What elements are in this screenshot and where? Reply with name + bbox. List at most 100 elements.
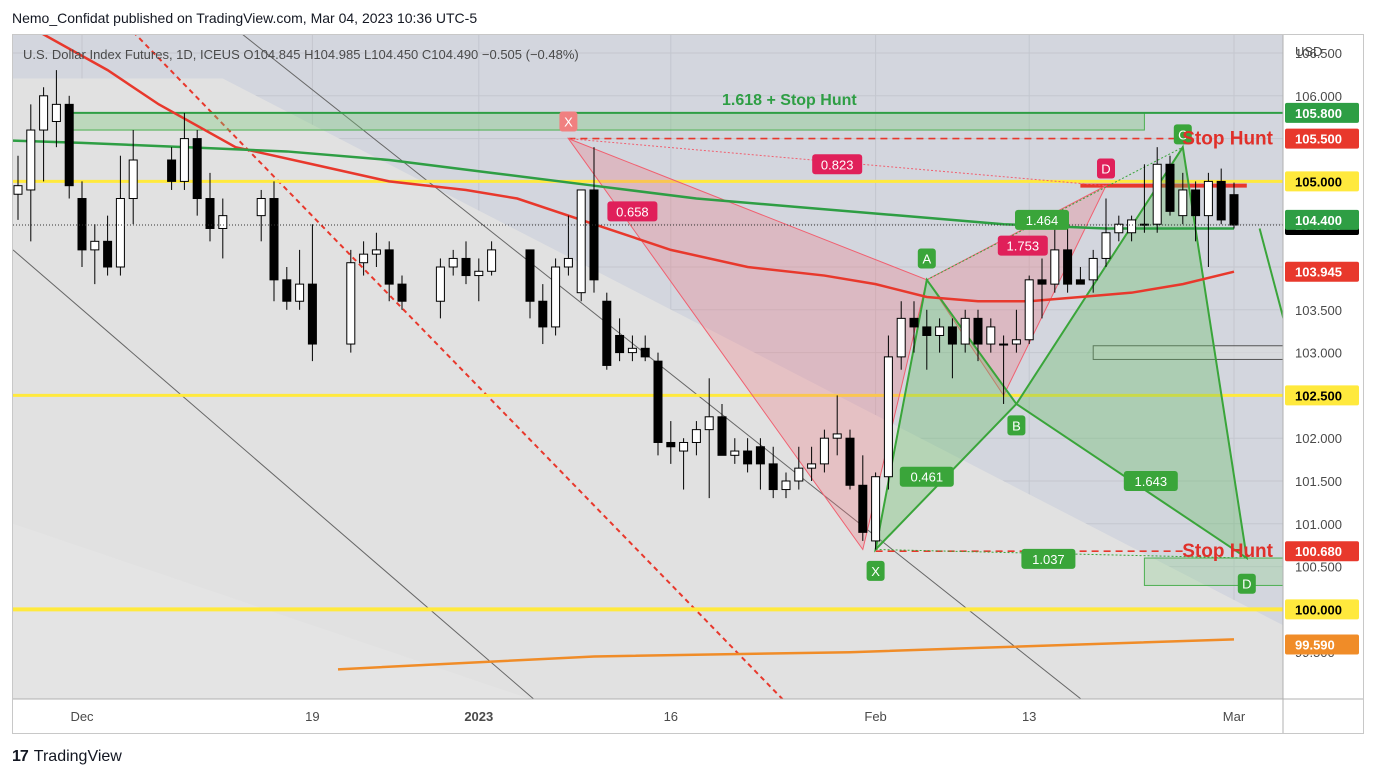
- projection-arrow: [1258, 228, 1283, 321]
- candle-body: [1037, 279, 1047, 285]
- candle-body: [179, 138, 189, 182]
- price-tag-series: 103.945: [1295, 265, 1342, 280]
- candle-body: [26, 129, 36, 191]
- red-point-x: X: [564, 114, 573, 129]
- candle-body: [768, 463, 778, 491]
- green-ratio-3: 1.037: [1032, 552, 1065, 567]
- green-point-x-bg: [866, 560, 885, 581]
- stop-hunt-label: Stop Hunt: [1182, 129, 1273, 150]
- candle-body: [1024, 279, 1034, 341]
- red-ratio-2-bg: [997, 235, 1048, 256]
- candle-body: [307, 283, 317, 345]
- candle-body: [1191, 189, 1201, 217]
- green-point-d: D: [1242, 577, 1251, 592]
- green-ratio-2: 1.643: [1135, 474, 1168, 489]
- green-point-x: X: [871, 564, 880, 579]
- time-tick-label: Feb: [864, 709, 886, 724]
- candle-body: [13, 185, 23, 195]
- candle-body: [1075, 279, 1085, 285]
- candle-body: [1114, 223, 1124, 234]
- price-tick-label: 103.500: [1295, 303, 1342, 318]
- candle-body: [359, 253, 369, 264]
- candle-body: [1216, 180, 1226, 221]
- price-tag-zone: 105.800: [1295, 106, 1342, 121]
- red-point-x-bg: [559, 111, 578, 132]
- publish-header: Nemo_Confidat published on TradingView.c…: [12, 10, 478, 26]
- candle-body: [487, 249, 497, 272]
- candle-body: [563, 257, 573, 268]
- candle-body: [1203, 180, 1213, 217]
- currency-label: USD: [1295, 44, 1322, 59]
- candle-body: [461, 257, 471, 277]
- price-tag-level: 102.500: [1295, 388, 1342, 403]
- green-ratio-2-bg: [1123, 471, 1178, 491]
- price-tick-label: 101.500: [1295, 474, 1342, 489]
- candle-body: [282, 279, 292, 302]
- time-tick-label: 2023: [464, 709, 493, 724]
- price-tag-level-bg: [1285, 385, 1359, 406]
- time-tick-label: Mar: [1223, 709, 1246, 724]
- candle-body: [115, 198, 125, 268]
- green-ratio-1-bg: [1015, 209, 1069, 230]
- green-point-c: C: [1178, 127, 1187, 142]
- candle-body: [51, 103, 61, 122]
- channel-line-lower: [13, 249, 535, 699]
- green-ratio-0: 0.461: [911, 470, 944, 485]
- candle-body: [704, 416, 714, 431]
- price-chart[interactable]: 1.618 + Stop Hunt X D 0.658 0.823 1.753 X A B C D…: [13, 35, 1363, 733]
- time-tick-label: Dec: [70, 709, 94, 724]
- candle-body: [871, 476, 881, 542]
- candle-body: [807, 463, 817, 469]
- candle-body: [909, 317, 919, 328]
- candle-body: [615, 334, 625, 354]
- candle-body: [819, 437, 829, 465]
- candle-body: [730, 450, 740, 456]
- candle-body: [999, 343, 1009, 346]
- candle-body: [883, 356, 893, 478]
- chart-frame[interactable]: 1.618 + Stop Hunt X D 0.658 0.823 1.753 X A B C D…: [12, 34, 1364, 734]
- zone-gray: [1092, 345, 1283, 360]
- candle-body: [858, 484, 868, 533]
- price-tag-level-bg: [1285, 599, 1359, 620]
- candle-body: [717, 416, 727, 456]
- candle-body: [986, 326, 996, 345]
- price-tag-stop-hunt-bg: [1285, 541, 1359, 562]
- candle-body: [755, 446, 765, 465]
- candle-body: [653, 360, 663, 443]
- price-tags: 105.800 105.500 100.680 105.000 102.500 100.0…: [1285, 102, 1359, 655]
- price-tag-level: 100.000: [1295, 602, 1342, 617]
- candle-body: [1050, 249, 1060, 285]
- green-point-b-bg: [1007, 415, 1026, 436]
- candle-body: [218, 215, 228, 229]
- price-tag-series: 99.590: [1295, 637, 1335, 652]
- candle-body: [538, 300, 548, 328]
- candle-body: [679, 441, 689, 452]
- candle-body: [1152, 163, 1162, 225]
- candle-body: [39, 95, 49, 131]
- candle-body: [896, 317, 906, 358]
- time-tick-label: 16: [664, 709, 678, 724]
- moving-average-line: [337, 638, 1235, 671]
- zone-top: [68, 112, 1145, 131]
- candle-body: [935, 326, 945, 336]
- price-tick-label: 106.000: [1295, 89, 1342, 104]
- candle-body: [960, 317, 970, 345]
- green-ratio-1: 1.464: [1026, 213, 1059, 228]
- time-axis[interactable]: Dec19202316Feb13Mar13Apr: [70, 709, 1363, 724]
- price-tag-stop-hunt: 105.500: [1295, 132, 1342, 147]
- candle-body: [551, 266, 561, 328]
- green-ratio-0-bg: [899, 466, 954, 487]
- candle-body: [205, 198, 215, 229]
- candle-body: [295, 283, 305, 302]
- dashed-trendline: [134, 35, 784, 699]
- candle-body: [397, 283, 407, 302]
- candle-body: [922, 326, 932, 336]
- candle-body: [627, 347, 637, 354]
- candle-body: [1011, 339, 1021, 345]
- candle-body: [269, 198, 279, 281]
- candle-body: [1165, 163, 1175, 212]
- candle-body: [832, 433, 842, 439]
- candle-body: [90, 240, 100, 251]
- green-point-d-bg: [1237, 573, 1256, 594]
- candle-body: [435, 266, 445, 302]
